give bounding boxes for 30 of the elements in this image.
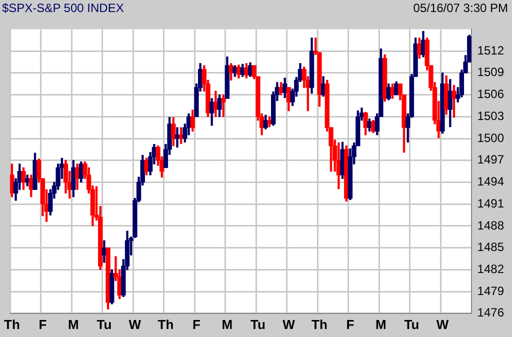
y-tick-label: 1482: [477, 262, 504, 276]
y-tick-label: 1506: [477, 87, 504, 102]
x-tick-label: M: [376, 316, 386, 332]
x-tick-label: Tu: [250, 316, 266, 332]
y-tick-label: 1512: [477, 43, 504, 58]
y-tick-label: 1491: [477, 196, 504, 210]
x-tick-label: Tu: [96, 316, 112, 332]
y-tick-label: 1479: [477, 284, 504, 298]
y-tick-label: 1509: [477, 65, 504, 80]
y-tick-label: 1503: [477, 108, 504, 123]
text: 05/16/07 3:30 PM: [413, 0, 508, 16]
x-tick-label: Th: [4, 316, 20, 332]
x-tick-label: F: [346, 316, 354, 332]
x-tick-label: F: [38, 316, 47, 332]
x-tick-label: W: [282, 316, 296, 332]
x-tick-label: M: [222, 316, 233, 332]
y-tick-label: 1494: [477, 174, 504, 189]
chart-title: $SPX-S&P 500 INDEX: [2, 0, 124, 16]
y-tick-label: 1485: [477, 240, 504, 254]
x-tick-label: F: [192, 316, 200, 332]
x-tick-label: Th: [158, 316, 174, 332]
x-tick-label: M: [68, 316, 79, 332]
x-tick-label: W: [128, 316, 142, 332]
y-tick-label: 1488: [477, 218, 504, 232]
x-tick-label: Th: [312, 316, 328, 332]
y-tick-label: 1476: [477, 306, 504, 320]
x-tick-label: W: [436, 316, 450, 332]
y-tick-label: 1500: [477, 130, 504, 145]
x-tick-label: Tu: [404, 316, 420, 332]
y-tick-label: 1497: [477, 152, 504, 167]
